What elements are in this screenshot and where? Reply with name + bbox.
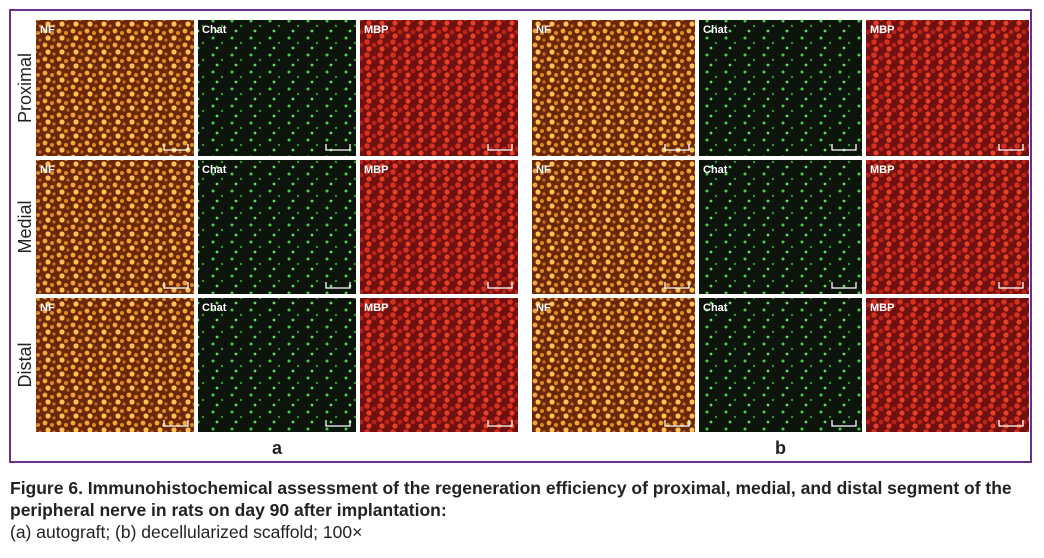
micrograph	[866, 298, 1029, 432]
scale-bar	[163, 420, 189, 427]
scale-bar	[664, 144, 690, 151]
micrograph	[198, 298, 356, 432]
micrograph	[36, 160, 194, 294]
micrograph	[699, 160, 862, 294]
row-label: Medial	[15, 200, 35, 253]
scale-bar	[831, 282, 857, 289]
panel-label: MBP	[364, 302, 388, 314]
scale-bar	[163, 144, 189, 151]
caption-title: Figure 6. Immunohistochemical assessment…	[10, 478, 1012, 520]
micrograph	[360, 160, 518, 294]
scale-bar	[998, 282, 1024, 289]
micrograph	[866, 20, 1029, 156]
scale-bar	[831, 144, 857, 151]
panel-label: Chat	[202, 302, 227, 314]
micrograph	[699, 298, 862, 432]
panel-label: Chat	[202, 164, 227, 176]
scale-bar	[664, 282, 690, 289]
panel-label: NF	[536, 164, 551, 176]
panel-label: NF	[536, 24, 551, 36]
panel-label: MBP	[364, 164, 388, 176]
scale-bar	[487, 420, 513, 427]
scale-bar	[998, 420, 1024, 427]
panel-label: Chat	[703, 24, 728, 36]
scale-bar	[325, 420, 351, 427]
panel-label: Chat	[703, 302, 728, 314]
group-label: b	[775, 438, 786, 458]
micrograph	[532, 298, 695, 432]
panel-label: NF	[40, 164, 55, 176]
caption: Figure 6. Immunohistochemical assessment…	[10, 477, 1035, 543]
scale-bar	[325, 282, 351, 289]
micrograph	[36, 298, 194, 432]
panel-label: MBP	[870, 164, 894, 176]
micrograph	[699, 20, 862, 156]
panel-label: Chat	[703, 164, 728, 176]
panel-label: MBP	[364, 24, 388, 36]
micrograph	[360, 298, 518, 432]
scale-bar	[998, 144, 1024, 151]
panel-label: Chat	[202, 24, 227, 36]
panel-label: NF	[536, 302, 551, 314]
scale-bar	[487, 144, 513, 151]
group-label: a	[272, 438, 283, 458]
scale-bar	[163, 282, 189, 289]
scale-bar	[831, 420, 857, 427]
micrograph	[36, 20, 194, 156]
scale-bar	[325, 144, 351, 151]
panel-label: MBP	[870, 24, 894, 36]
micrograph	[360, 20, 518, 156]
panel-label: MBP	[870, 302, 894, 314]
micrograph	[532, 20, 695, 156]
micrograph	[866, 160, 1029, 294]
row-label: Distal	[15, 342, 35, 387]
micrograph	[198, 20, 356, 156]
scale-bar	[664, 420, 690, 427]
figure-frame	[9, 9, 1032, 463]
scale-bar	[487, 282, 513, 289]
micrograph	[532, 160, 695, 294]
caption-text: (a) autograft; (b) decellularized scaffo…	[10, 522, 363, 542]
panel-label: NF	[40, 24, 55, 36]
row-label: Proximal	[15, 53, 35, 123]
figure: Proximal Medial Distal NF Chat MBP NF Chat MBP NF…	[9, 9, 1032, 463]
micrograph	[198, 160, 356, 294]
panel-label: NF	[40, 302, 55, 314]
